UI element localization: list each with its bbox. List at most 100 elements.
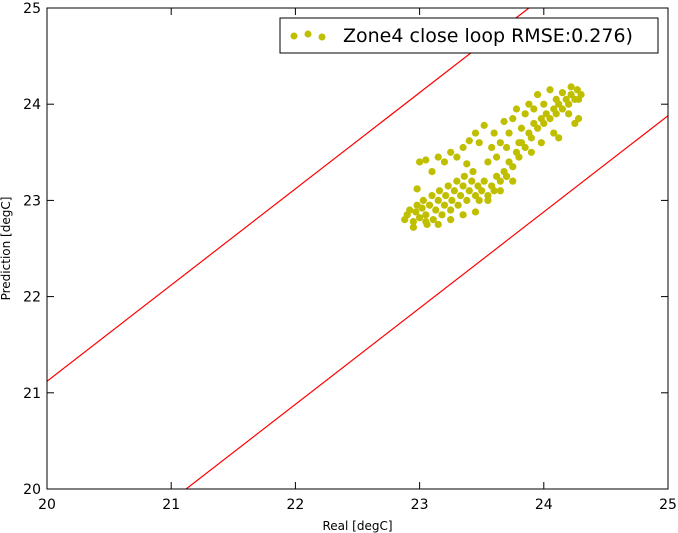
scatter-point xyxy=(454,201,462,209)
x-tick-label: 24 xyxy=(535,497,553,513)
x-axis-label: Real [degC] xyxy=(322,519,392,533)
scatter-point xyxy=(440,158,449,166)
scatter-point xyxy=(422,217,430,226)
scatter-point xyxy=(459,143,467,152)
legend-marker xyxy=(290,32,298,40)
scatter-point xyxy=(463,196,471,204)
scatter-point xyxy=(422,211,430,219)
reference-lines xyxy=(47,8,668,489)
scatter-point xyxy=(546,115,554,123)
scatter-point xyxy=(440,201,449,209)
scatter-points xyxy=(401,83,585,231)
scatter-point xyxy=(502,143,511,152)
scatter-point xyxy=(577,90,585,99)
scatter-point xyxy=(422,156,430,164)
scatter-point xyxy=(442,191,450,200)
scatter-point xyxy=(450,187,458,195)
y-tick-label: 21 xyxy=(23,386,41,402)
y-tick-label: 24 xyxy=(23,97,41,113)
scatter-point xyxy=(496,139,504,147)
scatter-point xyxy=(453,177,461,185)
scatter-point xyxy=(490,187,498,195)
scatter-point xyxy=(500,117,508,126)
scatter-point xyxy=(435,187,444,195)
scatter-point xyxy=(515,139,523,147)
x-tick-label: 22 xyxy=(286,497,304,513)
scatter-point xyxy=(428,191,436,200)
scatter-point xyxy=(558,105,567,113)
scatter-point xyxy=(447,206,455,214)
scatter-point xyxy=(558,89,567,97)
scatter-point xyxy=(409,223,417,231)
scatter-point xyxy=(447,216,455,224)
scatter-point xyxy=(488,143,496,152)
scatter-point xyxy=(425,201,434,209)
scatter-point xyxy=(565,110,573,118)
scatter-point xyxy=(530,105,538,113)
plot-frame xyxy=(46,7,669,490)
scatter-point xyxy=(527,148,535,156)
scatter-point xyxy=(418,204,426,212)
scatter-point xyxy=(465,137,473,145)
scatter-point xyxy=(496,177,504,185)
scatter-point xyxy=(409,217,417,226)
scatter-point xyxy=(465,187,473,195)
y-axis-label: Prediction [degC] xyxy=(0,197,13,301)
scatter-point xyxy=(434,153,442,161)
scatter-point xyxy=(540,119,548,128)
legend-box xyxy=(279,17,659,54)
scatter-point xyxy=(552,95,560,103)
scatter-point xyxy=(428,167,436,176)
scatter-point xyxy=(521,110,529,118)
scatter-point xyxy=(416,214,424,222)
scatter-point xyxy=(447,148,455,156)
scatter-point xyxy=(484,196,492,204)
scatter-point xyxy=(459,211,467,219)
y-tick-label: 23 xyxy=(23,193,41,209)
scatter-point xyxy=(475,196,483,204)
scatter-point xyxy=(453,153,461,161)
scatter-point xyxy=(468,177,476,185)
scatter-point xyxy=(419,196,427,204)
scatter-point xyxy=(515,153,523,161)
scatter-point xyxy=(478,187,486,195)
reference-line-1 xyxy=(47,8,530,382)
scatter-point xyxy=(555,134,563,142)
scatter-point xyxy=(552,110,560,118)
x-tick-label: 25 xyxy=(659,497,677,513)
y-tick-label: 20 xyxy=(23,482,41,498)
scatter-point xyxy=(480,177,488,185)
scatter-point xyxy=(434,220,442,229)
y-tick-label: 22 xyxy=(23,290,41,306)
scatter-point xyxy=(480,121,488,129)
scatter-point xyxy=(517,124,526,132)
scatter-point xyxy=(413,185,421,193)
scatter-point xyxy=(496,187,504,195)
scatter-point xyxy=(416,158,424,166)
scatter-point xyxy=(493,153,501,161)
scatter-point xyxy=(429,216,437,224)
scatter-point xyxy=(533,90,542,99)
scatter-point xyxy=(509,115,517,123)
scatter-point xyxy=(509,163,517,171)
scatter-point xyxy=(546,86,554,94)
scatter-point xyxy=(432,206,440,214)
scatter-point xyxy=(540,100,548,108)
reference-line-2 xyxy=(185,115,668,489)
scatter-point xyxy=(537,139,545,147)
axis-ticks: 20 21 22 23 24 25 20 21 22 23 24 25 xyxy=(23,1,677,513)
scatter-point xyxy=(412,208,420,216)
scatter-point xyxy=(565,100,573,108)
scatter-point xyxy=(456,191,465,200)
x-tick-label: 20 xyxy=(38,497,56,513)
legend: Zone4 close loop RMSE:0.276) xyxy=(279,17,659,54)
y-tick-label: 25 xyxy=(23,1,41,17)
scatter-point xyxy=(571,119,579,128)
scatter-point xyxy=(512,105,521,113)
scatter-point xyxy=(509,177,517,185)
scatter-point xyxy=(484,158,492,166)
x-tick-label: 23 xyxy=(411,497,429,513)
scatter-point xyxy=(471,208,480,216)
scatter-point xyxy=(475,139,483,147)
